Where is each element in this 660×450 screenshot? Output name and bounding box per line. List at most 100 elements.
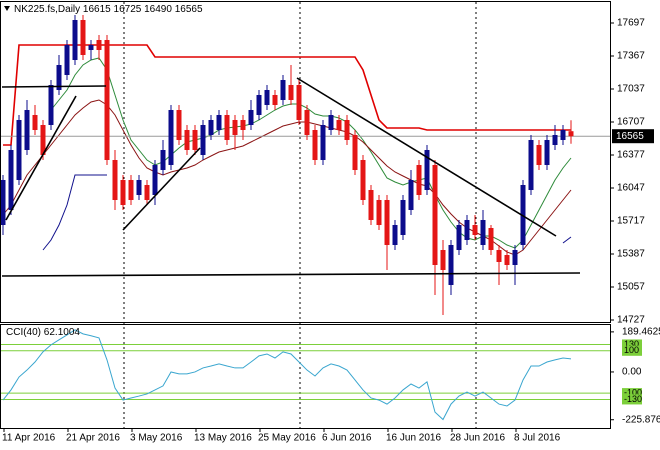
candle-body — [280, 80, 286, 100]
trend-line — [122, 147, 201, 231]
cci-y-tick-label: 0.00 — [622, 367, 642, 378]
indicator-line — [42, 174, 107, 251]
candle-body — [192, 130, 198, 150]
candle-body — [176, 110, 182, 140]
close-value: 16565 — [175, 4, 203, 15]
candle-body — [112, 160, 118, 200]
candle-body — [376, 200, 382, 225]
indicator-line — [562, 236, 572, 244]
frame — [0, 1, 611, 429]
candle-body — [24, 110, 30, 150]
cci-panel-frame — [0, 324, 611, 429]
candle-body — [432, 165, 438, 265]
candle-body — [184, 130, 190, 150]
cci-title: CCI(40) — [6, 327, 41, 338]
cci-line — [2, 329, 572, 421]
candle-body — [56, 65, 62, 90]
candle-body — [448, 245, 454, 285]
candle-body — [336, 120, 342, 130]
x-tick-label: 16 Jun 2016 — [386, 433, 441, 444]
candle-body — [128, 180, 134, 200]
x-tick-label: 6 Jun 2016 — [322, 433, 372, 444]
candle-body — [256, 95, 262, 115]
header: NK225.fs,Daily 16615 16725 16490 16565 — [14, 4, 203, 15]
candle-body — [440, 250, 446, 270]
open-value: 16615 — [83, 4, 111, 15]
candle-body — [120, 180, 126, 205]
trend-line — [296, 77, 557, 237]
candle-body — [512, 250, 518, 265]
cci-level-label: -100 — [624, 387, 642, 397]
candle-body — [496, 250, 502, 262]
candle-body — [392, 225, 398, 245]
cci-level-box — [622, 339, 642, 350]
x-tick-label: 11 Apr 2016 — [2, 433, 56, 444]
horizontal-line — [1, 272, 581, 277]
candle-body — [312, 130, 318, 160]
candle-body — [552, 135, 558, 145]
cci-level-label: 100 — [624, 345, 639, 355]
y-tick-label: 15717 — [617, 216, 645, 227]
drawings — [1, 77, 581, 277]
candle-body — [64, 45, 70, 75]
candle-body — [0, 180, 6, 225]
candle-body — [288, 85, 294, 100]
candle-body — [48, 85, 54, 125]
x-tick-label: 28 Jun 2016 — [450, 433, 505, 444]
cci-y-tick-label: 189.4625 — [622, 327, 660, 338]
y-tick-label: 17367 — [617, 51, 645, 62]
candle-body — [528, 140, 534, 190]
candle-body — [384, 200, 390, 245]
candle-body — [480, 220, 486, 245]
y-tick-label: 16377 — [617, 150, 645, 161]
price-label: 16565 — [616, 131, 644, 142]
cci-y-tick-label: -225.876 — [622, 414, 660, 425]
candle-body — [416, 165, 422, 195]
candle-body — [88, 45, 94, 50]
candle-body — [8, 150, 14, 210]
main-panel-frame — [0, 1, 611, 323]
candle-body — [152, 165, 158, 195]
candle-body — [216, 115, 222, 130]
candle-body — [96, 40, 102, 50]
x-tick-label: 21 Apr 2016 — [66, 433, 120, 444]
candle-body — [488, 228, 494, 250]
candle-body — [544, 140, 550, 165]
x-tick-label: 3 May 2016 — [130, 433, 183, 444]
candle-body — [472, 225, 478, 235]
candle-body — [408, 180, 414, 210]
candle-body — [248, 110, 254, 125]
candle-body — [224, 115, 230, 140]
candle-body — [464, 220, 470, 240]
x-tick-label: 13 May 2016 — [194, 433, 252, 444]
x-tick-label: 8 Jul 2016 — [514, 433, 561, 444]
candle-body — [304, 110, 310, 135]
candle-body — [72, 20, 78, 60]
candle-body — [400, 200, 406, 235]
y-tick-label: 17037 — [617, 84, 645, 95]
symbol: NK225.fs,Daily — [14, 4, 80, 15]
cci-level-box — [622, 345, 642, 356]
price-label-box — [612, 129, 654, 144]
candle-body — [344, 120, 350, 140]
horizontal-line — [1, 85, 107, 88]
cci-last-value: 62.1004 — [44, 327, 81, 338]
y-tick-label: 16047 — [617, 183, 645, 194]
candle-body — [232, 120, 238, 135]
candle-body — [144, 185, 150, 200]
candle-body — [504, 255, 510, 265]
high-value: 16725 — [114, 4, 142, 15]
candle-body — [264, 90, 270, 105]
cci-level-label: 130 — [624, 339, 639, 349]
candle-body — [240, 120, 246, 130]
candle-body — [208, 120, 214, 135]
candle-body — [320, 125, 326, 160]
trend-line — [5, 95, 77, 221]
candle-body — [104, 40, 110, 160]
candle-body — [568, 131, 574, 137]
candle-body — [80, 20, 86, 55]
y-tick-label: 17697 — [617, 18, 645, 29]
candle-body — [32, 115, 38, 130]
candle-body — [456, 225, 462, 250]
